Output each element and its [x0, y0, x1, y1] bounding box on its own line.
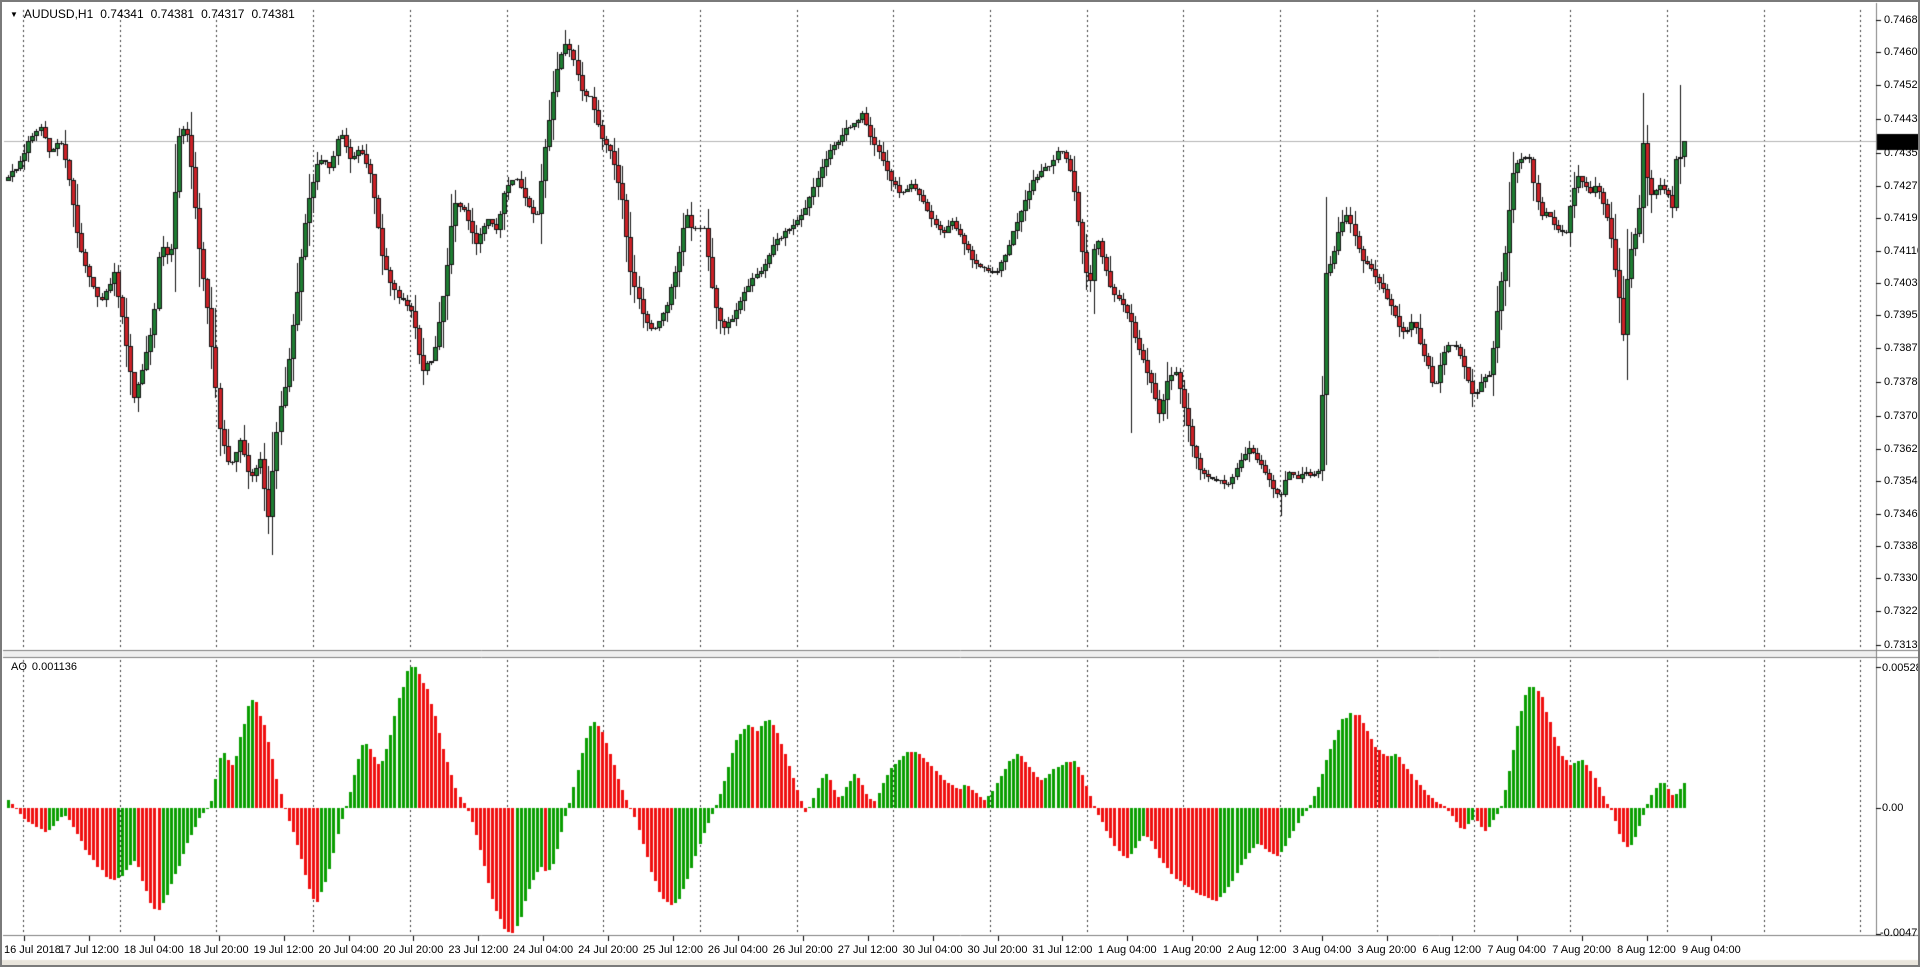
time-axis-label: 1 Aug 04:00 [1097, 944, 1157, 956]
price-axis-label: 0.73620 [1884, 442, 1920, 455]
time-axis-label: 3 Aug 04:00 [1292, 944, 1352, 956]
time-axis-label: 3 Aug 20:00 [1357, 944, 1417, 956]
indicator-value-label: 0.001136 [31, 661, 77, 673]
time-axis-label: 24 Jul 20:00 [578, 944, 639, 956]
indicator-axis-zero-label: 0.00 [1882, 802, 1904, 814]
time-axis-label: 25 Jul 12:00 [643, 944, 703, 956]
time-axis-label: 26 Jul 20:00 [772, 944, 833, 956]
price-axis-label: 0.73540 [1884, 475, 1920, 488]
price-axis-label: 0.73950 [1884, 309, 1920, 322]
chevron-down-icon[interactable]: ▼ [10, 10, 18, 19]
time-axis-label: 26 Jul 04:00 [707, 944, 768, 956]
price-axis-label: 0.73700 [1884, 410, 1920, 423]
time-axis-label: 16 Jul 2018 [4, 944, 61, 956]
price-axis-label: 0.73870 [1884, 341, 1920, 354]
time-axis-label: 18 Jul 04:00 [123, 944, 184, 956]
price-axis-label: 0.74680 [1884, 14, 1920, 26]
time-axis-label: 7 Aug 04:00 [1487, 944, 1547, 956]
time-axis-label: 20 Jul 04:00 [318, 944, 379, 956]
price-axis-label: 0.74110 [1884, 244, 1920, 257]
price-axis-label: 0.74520 [1884, 78, 1920, 91]
time-axis-label: 2 Aug 12:00 [1227, 944, 1287, 956]
price-axis-label: 0.74435 [1884, 113, 1920, 126]
price-axis-label: 0.74270 [1884, 179, 1920, 192]
time-axis-label: 27 Jul 12:00 [837, 944, 898, 956]
ohlc-open: 0.74341 [100, 7, 144, 21]
ohlc-high: 0.74381 [150, 7, 195, 21]
symbol-period-label: AUDUSD,H1 [23, 7, 94, 21]
ohlc-low: 0.74317 [201, 7, 245, 21]
price-axis-label: 0.74350 [1884, 147, 1920, 160]
price-axis-label: 0.73300 [1884, 572, 1920, 585]
time-axis-label: 9 Aug 04:00 [1682, 944, 1741, 956]
time-axis-label: 23 Jul 12:00 [448, 944, 509, 956]
time-axis-label: 7 Aug 20:00 [1552, 944, 1611, 956]
price-axis-label: 0.73460 [1884, 507, 1920, 520]
price-axis-label: 0.74030 [1884, 276, 1920, 289]
time-axis-label: 30 Jul 04:00 [902, 944, 963, 956]
ohlc-close: 0.74381 [251, 7, 295, 21]
price-axis-label: 0.73380 [1884, 539, 1920, 552]
indicator-name-label: AO [11, 661, 27, 673]
time-axis-label: 30 Jul 20:00 [967, 944, 1028, 956]
price-axis-label: 0.73220 [1884, 604, 1920, 617]
indicator-axis-max-label: 0.005282 [1882, 662, 1918, 674]
time-axis-label: 24 Jul 04:00 [513, 944, 574, 956]
time-axis-label: 17 Jul 12:00 [58, 944, 119, 956]
time-axis-label: 8 Aug 12:00 [1617, 944, 1676, 956]
time-axis-label: 6 Aug 12:00 [1422, 944, 1482, 956]
time-axis-label: 1 Aug 20:00 [1162, 944, 1222, 956]
time-axis-label: 18 Jul 20:00 [188, 944, 249, 956]
indicator-axis-min-label: -0.004721 [1880, 927, 1918, 940]
time-axis-label: 19 Jul 12:00 [253, 944, 314, 956]
price-axis-label: 0.73135 [1884, 639, 1920, 651]
time-axis-label: 31 Jul 12:00 [1032, 944, 1093, 956]
chart-header: ▼ AUDUSD,H1 0.74341 0.74381 0.74317 0.74381 [10, 7, 295, 21]
price-axis-label: 0.74190 [1884, 212, 1920, 225]
time-axis-label: 20 Jul 20:00 [383, 944, 444, 956]
price-axis-label: 0.74600 [1884, 46, 1920, 59]
indicator-header: AO 0.001136 [11, 661, 82, 673]
price-axis-label: 0.73785 [1884, 376, 1920, 389]
